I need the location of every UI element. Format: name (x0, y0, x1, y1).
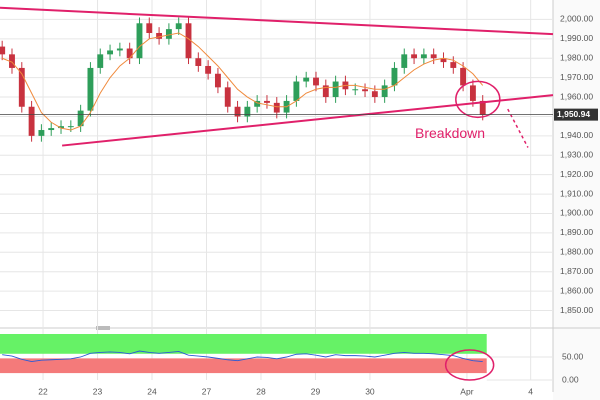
x-tick-label: 30 (365, 386, 375, 396)
candle-body (214, 73, 221, 88)
candle-body (146, 23, 153, 33)
candle-body (97, 54, 104, 68)
candle-body (67, 126, 74, 128)
candle-body (205, 65, 212, 74)
candle-body (0, 46, 6, 55)
candle-body (460, 67, 467, 86)
candle-body (234, 106, 241, 117)
candle-body (185, 23, 192, 59)
moving-average (1, 32, 484, 131)
projection-line (507, 108, 529, 148)
candle-body (9, 54, 15, 68)
candle-body (303, 77, 310, 82)
candle-body (440, 58, 447, 63)
x-tick-label: 27 (202, 386, 212, 396)
y-tick-label: 1,920.00 (560, 169, 593, 179)
candle-body (175, 23, 182, 30)
y-tick-label: 1,900.00 (560, 208, 593, 218)
candle-body (87, 67, 94, 111)
candle-body (273, 102, 280, 113)
candle-body (469, 85, 476, 101)
rsi-zone (0, 334, 487, 354)
y-tick-label: 1,850.00 (560, 305, 593, 315)
axis-background (553, 0, 600, 400)
candle-body (420, 54, 427, 59)
candle-body (362, 89, 368, 92)
x-tick-label: 22 (38, 386, 48, 396)
trendline (62, 94, 554, 147)
y-tick-label: 1,960.00 (560, 91, 593, 101)
candle-body (411, 54, 418, 59)
y-tick-label: 1,910.00 (560, 188, 593, 198)
candle-body (479, 100, 486, 115)
y-tick-label: 2,000.00 (560, 14, 593, 24)
x-tick-label: 24 (147, 386, 157, 396)
y-tick-label: 50.00 (562, 351, 584, 361)
candle-body (313, 77, 319, 86)
y-tick-label: 1,870.00 (560, 266, 593, 276)
candle-body (264, 100, 270, 103)
candle-body (136, 23, 143, 59)
candle-body (244, 106, 251, 117)
candle-body (401, 54, 408, 68)
candle-body (381, 85, 388, 98)
y-tick-label: 1,860.00 (560, 285, 593, 295)
trendline (0, 6, 554, 36)
x-tick-label: 29 (311, 386, 321, 396)
annotation: Breakdown (415, 125, 485, 141)
candle-body (165, 29, 172, 39)
y-tick-label: 1,980.00 (560, 52, 593, 62)
y-tick-label: 1,880.00 (560, 247, 593, 257)
highlight-circle (444, 349, 495, 381)
candle-body (58, 126, 64, 129)
y-tick-label: 1,930.00 (560, 150, 593, 160)
candle-body (322, 85, 329, 98)
candle-body (371, 91, 378, 98)
y-tick-label: 1,990.00 (560, 33, 593, 43)
x-tick-label: 28 (256, 386, 266, 396)
candle-body (430, 54, 437, 59)
candle-body (450, 62, 457, 68)
candle-body (332, 81, 339, 98)
y-tick-label: 0.00 (562, 374, 579, 384)
last-price-box (554, 108, 598, 121)
rsi-zone (0, 358, 487, 374)
candle-body (38, 130, 45, 136)
y-tick-label: 1,940.00 (560, 130, 593, 140)
candle-body (293, 81, 300, 101)
candle-body (195, 58, 202, 66)
candle-body (107, 50, 113, 55)
last-price-label: 1,950.94 (557, 109, 590, 119)
candle-body (28, 106, 35, 136)
panel-handle (96, 326, 110, 330)
highlight-circle (455, 80, 501, 119)
candle-body (352, 89, 359, 91)
candle-body (254, 100, 261, 107)
x-tick-label: 4 (528, 386, 533, 396)
x-tick-label: 23 (93, 386, 103, 396)
x-tick-label: Apr (460, 386, 473, 396)
candle-body (391, 67, 398, 86)
candle-body (77, 110, 84, 127)
y-tick-label: 1,890.00 (560, 227, 593, 237)
candle-body (224, 87, 231, 107)
candle-body (116, 48, 123, 51)
candle-body (18, 67, 25, 107)
rsi-line (2, 350, 483, 363)
y-tick-label: 1,970.00 (560, 72, 593, 82)
candle-body (156, 32, 163, 39)
candle-body (126, 48, 133, 59)
candle-body (48, 128, 55, 131)
